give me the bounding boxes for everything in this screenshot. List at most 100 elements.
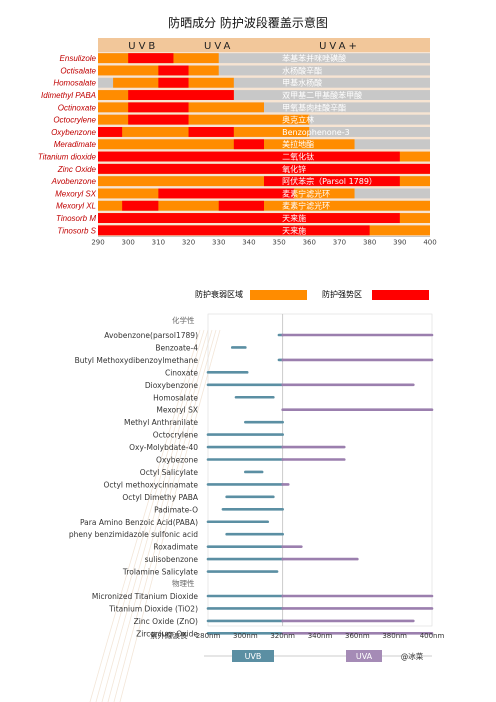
row-background	[98, 65, 430, 76]
ingredient-label: Zinc Oxide	[57, 165, 97, 174]
ingredient-cn-label: 天来施	[282, 225, 306, 235]
strong-range-bar	[128, 53, 174, 64]
legend-label-weak: 防护衰弱区域	[195, 289, 243, 299]
strong-range-bar	[218, 200, 264, 211]
strong-range-bar	[128, 114, 189, 125]
ingredient-label: Meradimate	[54, 140, 97, 149]
x-tick-label: 320nm	[270, 632, 295, 640]
uv-coverage-chart-2: 化学性 Avobenzone(parsol1789) Benzoate-4 Butyl…	[69, 313, 444, 702]
strong-range-bar	[98, 213, 400, 223]
uva-band-bar	[346, 650, 382, 662]
ingredient-cn-label: 奥克立林	[282, 115, 314, 125]
ingredient-label: Trolamine Salicylate	[122, 568, 199, 577]
uva-band-label: UVA	[356, 652, 373, 661]
strong-range-bar	[233, 139, 264, 150]
weak-range-bar	[98, 139, 355, 150]
strong-range-bar	[98, 163, 430, 174]
x-tick-label: 390	[393, 239, 406, 247]
ingredient-cn-label: 苯基苯并咪唑磺酸	[282, 53, 346, 63]
ingredient-cn-label: 麦素宁滤光环	[282, 201, 330, 211]
ingredient-cn-label: 氧化锌	[282, 164, 306, 174]
row-background	[98, 77, 430, 88]
x-tick-label: 380	[363, 239, 376, 247]
x-tick-label: 370	[333, 239, 346, 247]
decorative-curve	[113, 329, 217, 702]
weak-range-bar	[98, 114, 310, 125]
strong-range-bar	[98, 127, 123, 137]
x-tick-label: 320	[182, 239, 195, 247]
ingredient-label: Mexoryl SX	[156, 406, 198, 415]
ingredient-label: Zinc Oxide (ZnO)	[134, 617, 198, 626]
x-tick-label: 380nm	[382, 632, 407, 640]
ingredient-label: Octyl methoxycinnamate	[104, 480, 199, 489]
x-tick-label: 400	[423, 239, 436, 247]
x-tick-label: 300	[121, 239, 134, 247]
ingredient-label: Octisalate	[60, 66, 96, 75]
x-tick-label: 350	[272, 239, 285, 247]
uvb-band-bar	[232, 650, 274, 662]
strong-range-bar	[128, 90, 234, 100]
ingredient-cn-label: 二氧化钛	[282, 152, 314, 162]
ingredient-cn-label: 水杨酸辛酯	[282, 65, 322, 75]
x-tick-label: 300nm	[233, 632, 258, 640]
ingredient-label: Tinosorb M	[56, 214, 96, 223]
ingredient-label: Octocrylene	[53, 116, 96, 125]
group-label-chemical: 化学性	[172, 315, 195, 325]
ingredient-label: Ensulizole	[60, 54, 97, 63]
strong-range-bar	[188, 127, 234, 137]
x-tick-label: 360nm	[345, 632, 370, 640]
ingredient-cn-label: Benzophenone-3	[282, 128, 350, 137]
ingredient-label: Dioxybenzone	[145, 381, 199, 390]
x-axis-label: 紫外線波長	[150, 630, 188, 640]
strong-range-bar	[128, 102, 189, 113]
x-tick-label: 280nm	[196, 632, 221, 640]
ingredient-label: Cinoxate	[165, 368, 198, 377]
decorative-curve	[95, 329, 205, 702]
ingredient-label: Mexoryl SX	[55, 189, 97, 198]
ingredient-label: Para Amino Benzoic Acid(PABA)	[80, 518, 198, 527]
ingredient-label: Idimethyl PABA	[41, 91, 96, 100]
x-tick-label: 330	[212, 239, 225, 247]
band-header-bg	[98, 38, 430, 52]
ingredient-label: Micronized Titanium Dioxide	[92, 592, 198, 601]
ingredient-cn-label: 美拉地酯	[282, 139, 314, 149]
ingredient-label: Avobenzone	[51, 177, 97, 186]
ingredient-label: Homosalate	[153, 393, 198, 402]
ingredient-label: Padimate-O	[154, 505, 198, 514]
uv-coverage-chart-1: UVB UVA UVA+ Ensulizole 苯基苯并咪唑磺酸 Octisalate 水杨…	[38, 38, 437, 300]
ingredient-cn-label: 天来施	[282, 213, 306, 223]
ingredient-cn-label: 麦素宁滤光环	[282, 188, 330, 198]
ingredient-label: Benzoate-4	[155, 343, 198, 352]
row-background	[98, 53, 430, 64]
ingredient-label: Avobenzone(parsol1789)	[104, 331, 198, 340]
ingredient-cn-label: 甲氧基肉桂酸辛酯	[282, 102, 346, 112]
uvb-band-label: UVB	[245, 652, 262, 661]
ingredient-label: Titanium Dioxide (TiO2)	[108, 604, 198, 613]
decorative-curve	[107, 329, 213, 702]
legend-swatch-weak	[250, 290, 307, 300]
strong-range-bar	[98, 225, 370, 236]
ingredient-label: Butyl Methoxydibenzoylmethane	[75, 356, 199, 365]
decorative-curve	[119, 329, 221, 702]
ingredient-label: Methyl Anthranilate	[124, 418, 198, 427]
ingredient-label: Oxybenzone	[51, 128, 96, 137]
ingredient-label: Octinoxate	[58, 103, 97, 112]
ingredient-label: sulisobenzone	[145, 555, 199, 564]
ingredient-label: Tinosorb S	[57, 226, 96, 235]
strong-range-bar	[158, 77, 189, 88]
decorative-curve	[101, 329, 209, 702]
plot-frame	[207, 313, 433, 627]
x-tick-label: 290	[91, 239, 104, 247]
ingredient-label: Octyl Dimethy PABA	[122, 493, 198, 502]
band-header-label: UVA	[204, 41, 233, 52]
ingredient-label: Homosalate	[53, 79, 96, 88]
strong-range-bar	[98, 151, 400, 162]
ingredient-label: pheny benzimidazole sulfonic acid	[69, 530, 198, 539]
ingredient-cn-label: 双甲基二甲基酸苯甲酸	[282, 90, 362, 100]
ingredient-cn-label: 阿伏苯宗（Parsol 1789）	[282, 176, 377, 186]
ingredient-label: Oxybezone	[156, 456, 198, 465]
x-tick-label: 360	[303, 239, 316, 247]
watermark: @冰菜	[401, 651, 424, 661]
legend-label-strong: 防护强势区	[322, 289, 362, 299]
row-background	[98, 90, 430, 100]
